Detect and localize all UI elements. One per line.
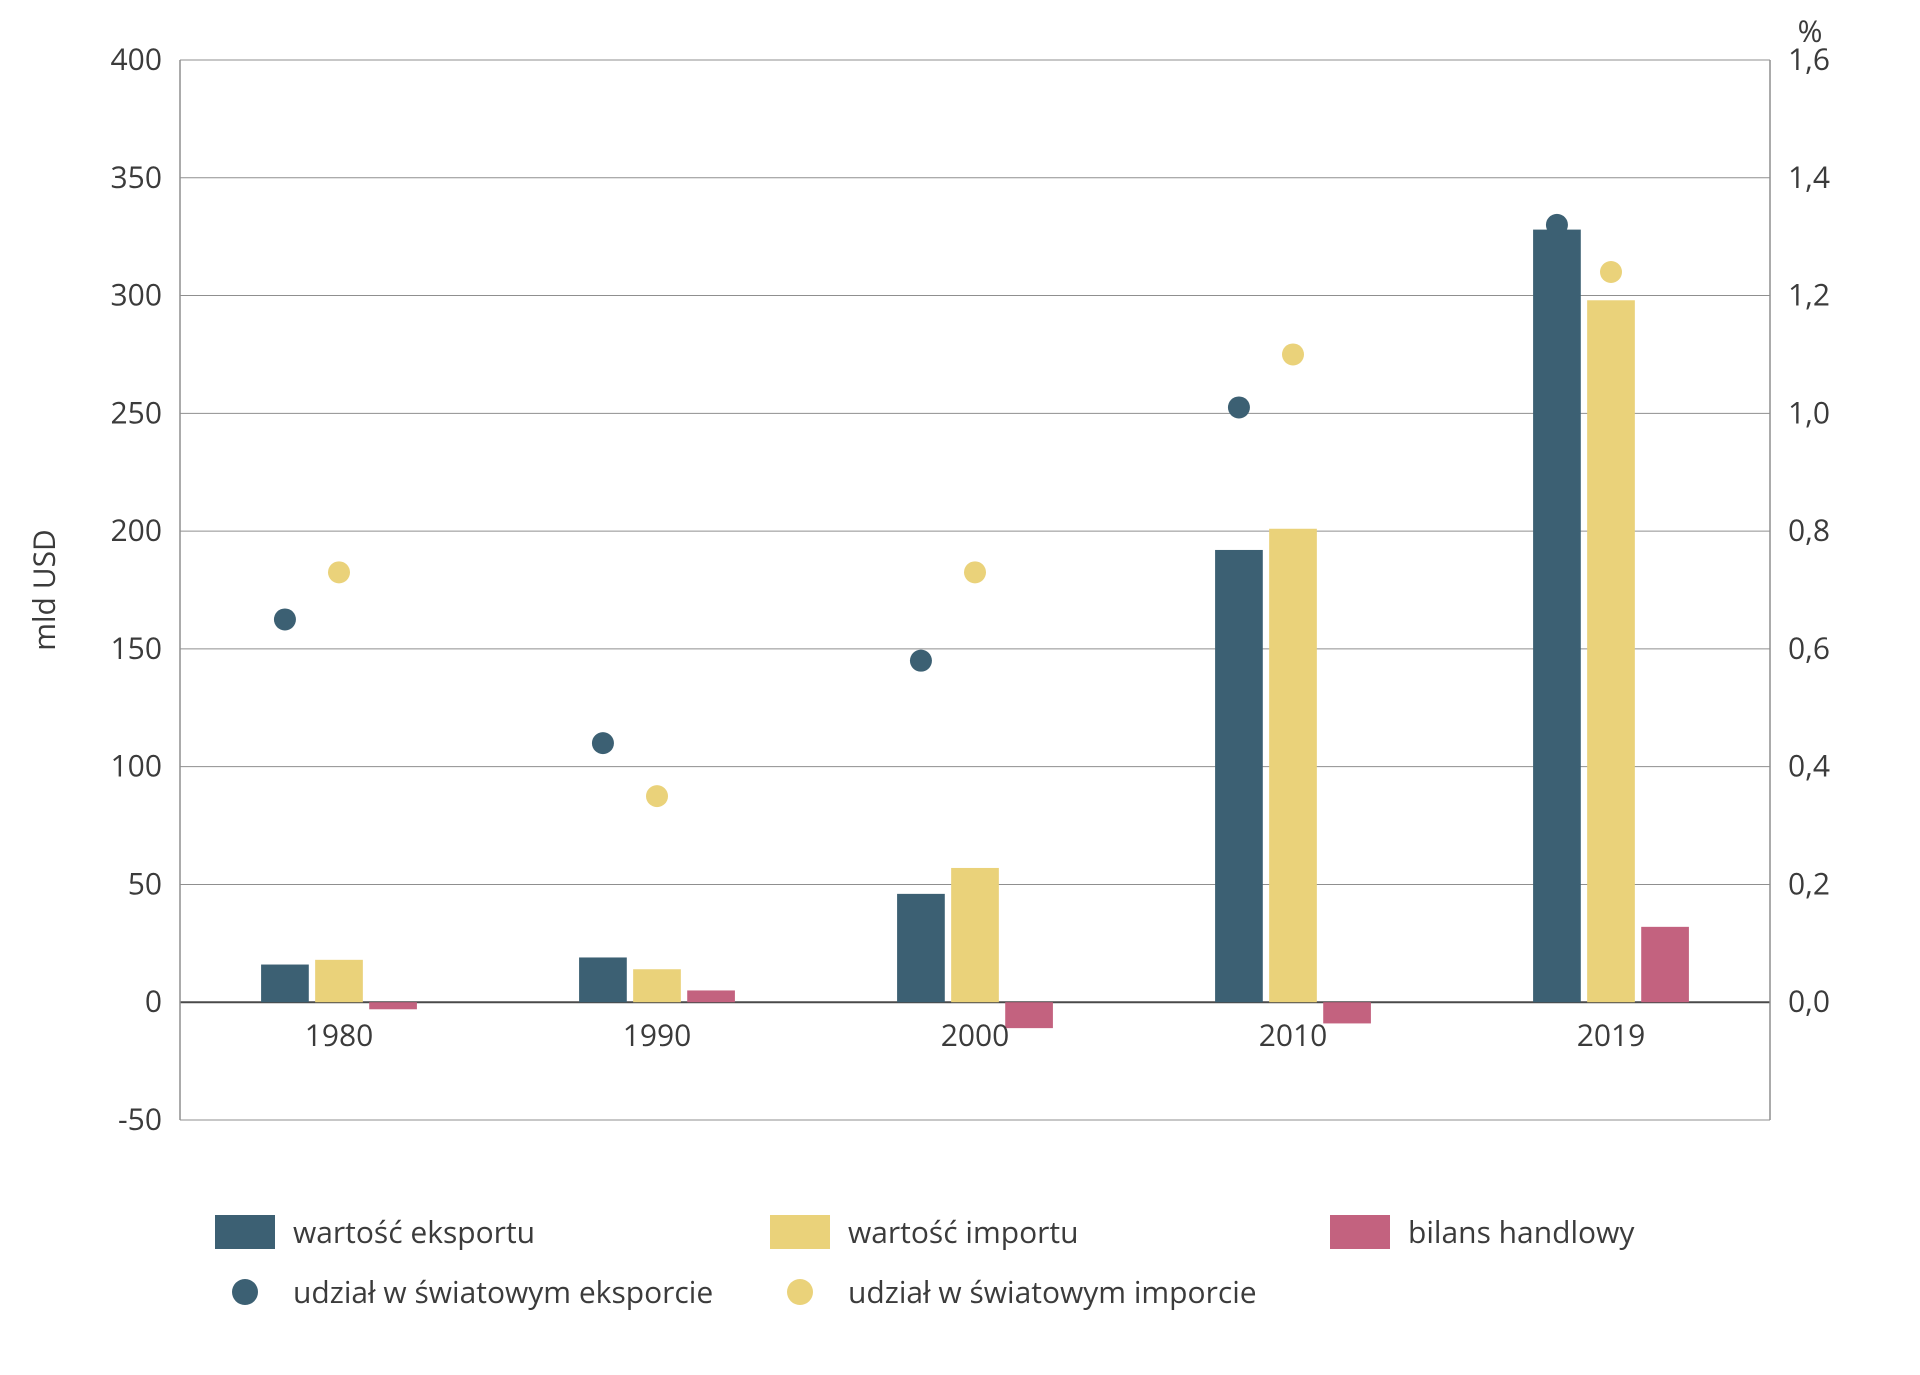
legend-label-eksport_share: udział w światowym eksporcie bbox=[293, 1271, 713, 1312]
point-eksport_share bbox=[592, 732, 614, 754]
right-tick-label: 0,8 bbox=[1788, 509, 1830, 550]
bar-import_val bbox=[633, 969, 681, 1002]
bar-bilans bbox=[1005, 1002, 1053, 1028]
left-axis-label: mld USD bbox=[23, 529, 64, 651]
bar-bilans bbox=[1641, 927, 1689, 1002]
left-tick-label: 50 bbox=[128, 862, 162, 903]
point-import_share bbox=[1282, 343, 1304, 365]
legend-label-eksport_val: wartość eksportu bbox=[293, 1211, 535, 1252]
trade-chart: -50 0 50 100 150 200 250 300 350 400 0,0 0,2 0,4 0,6 0… bbox=[0, 0, 1920, 1375]
bar-import_val bbox=[1587, 300, 1635, 1002]
left-tick-label: 100 bbox=[111, 745, 162, 786]
left-tick-label: 250 bbox=[111, 391, 162, 432]
point-import_share bbox=[328, 561, 350, 583]
bar-bilans bbox=[369, 1002, 417, 1009]
legend-label-import_share: udział w światowym imporcie bbox=[848, 1271, 1257, 1312]
x-tick-label: 1980 bbox=[305, 1014, 374, 1055]
right-tick-label: 1,4 bbox=[1788, 156, 1830, 197]
x-tick-label: 2010 bbox=[1259, 1014, 1328, 1055]
right-tick-label: 0,4 bbox=[1788, 745, 1830, 786]
left-tick-label: 300 bbox=[111, 274, 162, 315]
point-import_share bbox=[646, 785, 668, 807]
bar-eksport_val bbox=[579, 957, 627, 1002]
bar-bilans bbox=[1323, 1002, 1371, 1023]
right-tick-label: 1,2 bbox=[1788, 274, 1830, 315]
bar-import_val bbox=[1269, 529, 1317, 1002]
x-tick-label: 1990 bbox=[623, 1014, 692, 1055]
point-eksport_share bbox=[274, 608, 296, 630]
left-tick-label: 400 bbox=[111, 38, 162, 79]
right-tick-label: 1,0 bbox=[1788, 391, 1830, 432]
chart-svg: -50 0 50 100 150 200 250 300 350 400 0,0 0,2 0,4 0,6 0… bbox=[0, 0, 1920, 1375]
bar-eksport_val bbox=[261, 965, 309, 1003]
point-eksport_share bbox=[910, 650, 932, 672]
legend-swatch-bilans bbox=[1330, 1215, 1390, 1249]
left-tick-label: 200 bbox=[111, 509, 162, 550]
bar-import_val bbox=[951, 868, 999, 1002]
point-import_share bbox=[964, 561, 986, 583]
legend-swatch-eksport_val bbox=[215, 1215, 275, 1249]
point-eksport_share bbox=[1546, 214, 1568, 236]
point-eksport_share bbox=[1228, 396, 1250, 418]
left-tick-label: 150 bbox=[111, 627, 162, 668]
legend-marker-import_share bbox=[787, 1279, 813, 1305]
x-tick-label: 2000 bbox=[941, 1014, 1010, 1055]
right-tick-label: 0,0 bbox=[1788, 980, 1830, 1021]
right-tick-label: 0,6 bbox=[1788, 627, 1830, 668]
bar-bilans bbox=[687, 990, 735, 1002]
bar-eksport_val bbox=[897, 894, 945, 1002]
left-tick-label: 350 bbox=[111, 156, 162, 197]
legend-label-import_val: wartość importu bbox=[848, 1211, 1078, 1252]
legend-label-bilans: bilans handlowy bbox=[1408, 1211, 1635, 1252]
right-axis-label: % bbox=[1798, 10, 1823, 51]
legend-swatch-import_val bbox=[770, 1215, 830, 1249]
legend-marker-eksport_share bbox=[232, 1279, 258, 1305]
left-tick-label: -50 bbox=[118, 1098, 162, 1139]
bar-eksport_val bbox=[1215, 550, 1263, 1002]
point-import_share bbox=[1600, 261, 1622, 283]
right-tick-label: 0,2 bbox=[1788, 862, 1830, 903]
bar-import_val bbox=[315, 960, 363, 1002]
x-tick-label: 2019 bbox=[1577, 1014, 1646, 1055]
bar-eksport_val bbox=[1533, 230, 1581, 1003]
left-tick-label: 0 bbox=[145, 980, 162, 1021]
